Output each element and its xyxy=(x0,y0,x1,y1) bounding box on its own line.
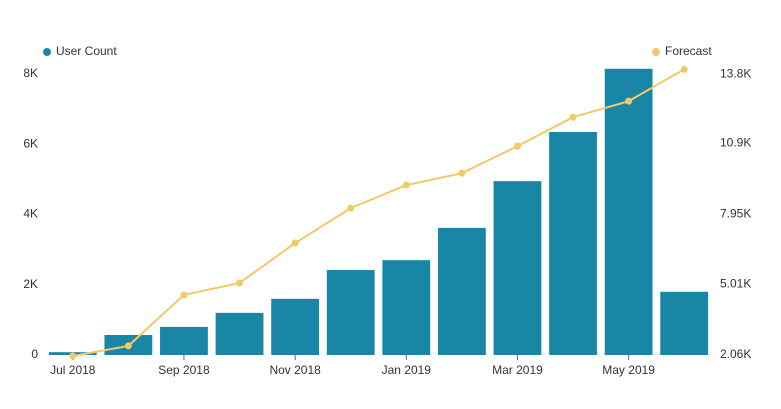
bar xyxy=(493,181,542,355)
bar xyxy=(382,260,431,355)
legend-label: Forecast xyxy=(665,44,712,58)
forecast-point xyxy=(402,181,410,189)
x-tick-label: May 2019 xyxy=(602,363,655,377)
x-tick-label: Jan 2019 xyxy=(382,363,432,377)
y-tick-label: 0 xyxy=(31,347,38,361)
bar xyxy=(271,298,320,355)
forecast-point xyxy=(124,342,132,350)
bar xyxy=(437,227,486,355)
legend-marker xyxy=(43,48,51,56)
forecast-point xyxy=(625,97,633,105)
forecast-point xyxy=(458,169,466,177)
x-tick-label: Nov 2018 xyxy=(269,363,321,377)
bar xyxy=(215,312,264,355)
bar xyxy=(604,68,653,356)
y-tick-label: 4K xyxy=(23,207,38,221)
bar xyxy=(326,270,375,355)
forecast-line xyxy=(72,68,685,357)
forecast-point xyxy=(680,65,688,73)
forecast-point xyxy=(513,142,521,150)
forecast-point xyxy=(569,113,577,121)
legend-marker xyxy=(652,48,660,56)
forecast-point xyxy=(291,239,299,247)
y2-tick-label: 7.95K xyxy=(720,206,751,220)
bar xyxy=(160,326,208,355)
y2-tick-label: 13.8K xyxy=(720,66,751,80)
forecast-point xyxy=(347,204,355,212)
bar xyxy=(549,131,597,355)
legend-label: User Count xyxy=(56,44,117,58)
y2-tick-label: 2.06K xyxy=(720,347,751,361)
forecast-point xyxy=(69,352,77,360)
forecast-point xyxy=(180,291,188,299)
y-tick-label: 2K xyxy=(23,277,38,291)
x-tick-label: Mar 2019 xyxy=(492,363,543,377)
forecast-point xyxy=(236,279,244,287)
y2-tick-label: 5.01K xyxy=(720,277,751,291)
x-tick-label: Jul 2018 xyxy=(50,363,96,377)
y-tick-label: 6K xyxy=(23,136,38,150)
x-tick-label: Sep 2018 xyxy=(158,363,210,377)
y2-tick-label: 10.9K xyxy=(720,136,751,150)
bar xyxy=(660,291,709,355)
y-tick-label: 8K xyxy=(23,66,38,80)
